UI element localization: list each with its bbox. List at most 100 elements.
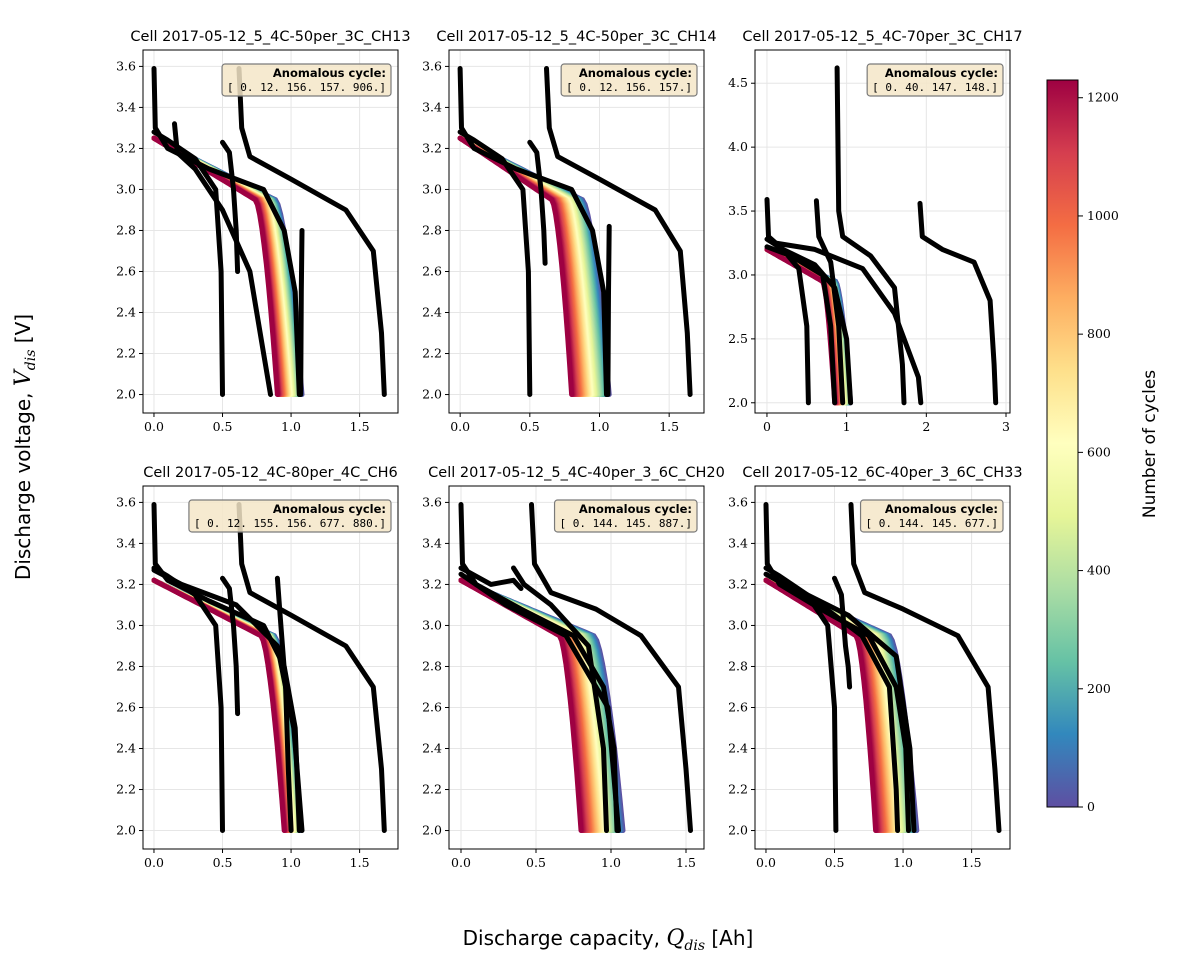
y-tick-label: 3.0 [728,617,748,632]
y-tick-label: 2.0 [422,387,442,402]
y-tick-label: 2.2 [728,782,748,797]
y-tick-label: 3.0 [116,181,136,196]
y-tick-label: 3.2 [728,576,748,591]
y-tick-label: 2.4 [116,741,136,756]
annotation-values: [ 0. 40. 147. 148.] [872,81,998,94]
annotation-box [859,499,1004,533]
anomalous-cycle-curve [804,592,917,833]
y-tick-label: 2.6 [422,699,442,714]
x-tick-label: 1.0 [590,419,610,434]
cycle-curve [151,577,287,833]
subplot-title: Cell 2017-05-12_6C-40per_3_6C_CH33 [742,465,1022,481]
colorbar-gradient [1046,79,1079,808]
y-tick-label: 3.4 [422,99,442,114]
annotation-values: [ 0. 12. 156. 157. 906.] [227,81,386,94]
x-tick-label: 1.0 [893,855,913,870]
annotation-title: Anomalous cycle: [885,66,998,80]
axes-frame [754,485,1011,850]
y-tick-label: 2.4 [422,741,442,756]
y-tick-label: 2.2 [422,346,442,361]
x-tick-label: 2 [922,419,930,434]
y-tick-label: 3.0 [116,617,136,632]
anomalous-cycle-curve [151,129,225,397]
anomalous-cycle-curve [220,575,241,717]
colorbar-tick-label: 1200 [1087,90,1119,105]
y-tick-label: 2.5 [728,331,748,346]
anomalous-cycle-annotation: [ 0. 12. 156. 157. 906.]Anomalous cycle: [221,63,392,97]
anomalous-cycle-curve [764,197,854,406]
annotation-values: [ 0. 144. 145. 677.] [866,517,998,530]
y-tick-label: 2.8 [116,658,136,673]
annotation-title: Anomalous cycle: [273,66,386,80]
x-tick-label: 0.0 [144,419,164,434]
anomalous-cycle-curve [236,66,387,397]
anomalous-cycle-curve [529,502,693,833]
y-tick-label: 3.6 [728,494,748,509]
anomalous-cycle-annotation: [ 0. 144. 145. 677.]Anomalous cycle: [859,499,1004,533]
cycle-curve [764,246,840,406]
colorbar-tick-label: 400 [1087,563,1111,578]
axes-frame [448,485,705,850]
y-tick-label: 2.0 [728,823,748,838]
colorbar: 0 200 400 600 800 1000 1200 Number of cycles [1046,79,1160,814]
anomalous-cycle-curve [458,571,621,833]
y-tick-label: 3.2 [116,576,136,591]
x-tick-label: 0 [763,419,771,434]
annotation-title: Anomalous cycle: [579,66,692,80]
x-tick-label: 0.5 [526,855,546,870]
y-tick-label: 2.0 [422,823,442,838]
x-tick-label: 0.5 [825,855,845,870]
y-tick-label: 4.5 [728,75,748,90]
x-tick-label: 1.0 [601,855,621,870]
y-tick-label: 2.4 [422,305,442,320]
anomalous-cycle-curve [151,567,305,833]
subplot-5: 0.0 0.5 1.0 1.5 2.0 2.2 2.4 2.6 2.8 3.0 3.2 3.4 3.6 C… [422,465,725,870]
x-tick-label: 0.0 [451,855,471,870]
y-tick-label: 2.6 [116,263,136,278]
annotation-box [188,499,392,533]
annotation-box [221,63,392,97]
axes-frame [448,49,705,414]
y-tick-label: 3.0 [422,617,442,632]
anomalous-cycle-curve [511,565,609,833]
x-tick-label: 1.5 [676,855,696,870]
subplot-title: Cell 2017-05-12_5_4C-50per_3C_CH14 [436,29,716,45]
y-tick-label: 3.2 [422,576,442,591]
x-tick-label: 1 [843,419,851,434]
anomalous-cycle-curve [527,139,548,266]
anomalous-cycle-annotation: [ 0. 144. 145. 887.]Anomalous cycle: [553,499,698,533]
y-tick-label: 4.0 [728,139,748,154]
annotation-box [560,63,698,97]
axes-frame [142,485,399,850]
subplot-title: Cell 2017-05-12_5_4C-50per_3C_CH13 [130,29,410,45]
subplot-3: 0 1 2 3 2.0 2.5 3.0 3.5 4.0 4.5 Cell 2017-05-12_5_… [728,29,1022,434]
annotation-title: Anomalous cycle: [579,502,692,516]
anomalous-cycle-curve [298,228,305,397]
y-tick-label: 3.2 [422,140,442,155]
y-tick-label: 3.6 [116,494,136,509]
y-tick-label: 2.0 [116,823,136,838]
x-tick-label: 1.0 [281,419,301,434]
y-tick-label: 3.6 [116,58,136,73]
y-tick-label: 2.6 [116,699,136,714]
annotation-box [553,499,698,533]
annotation-values: [ 0. 12. 155. 156. 677. 880.] [194,517,386,530]
y-tick-label: 3.6 [422,494,442,509]
anomalous-cycle-annotation: [ 0. 12. 156. 157.]Anomalous cycle: [560,63,698,97]
annotation-title: Anomalous cycle: [885,502,998,516]
axes-frame [754,49,1011,414]
x-tick-label: 0.5 [213,855,233,870]
colorbar-tick-label: 600 [1087,444,1111,459]
anomalous-cycle-curve [917,200,999,406]
y-tick-label: 3.4 [728,535,748,550]
y-tick-label: 2.2 [116,346,136,361]
y-tick-label: 3.4 [116,535,136,550]
subplot-1: 0.0 0.5 1.0 1.5 2.0 2.2 2.4 2.6 2.8 3.0 3.2 3.4 3.6 C… [116,29,410,434]
cycle-curve [151,135,280,397]
y-tick-label: 3.6 [422,58,442,73]
x-tick-label: 0.0 [756,855,776,870]
y-tick-label: 2.8 [116,222,136,237]
x-tick-label: 1.5 [659,419,679,434]
x-tick-label: 0.0 [144,855,164,870]
